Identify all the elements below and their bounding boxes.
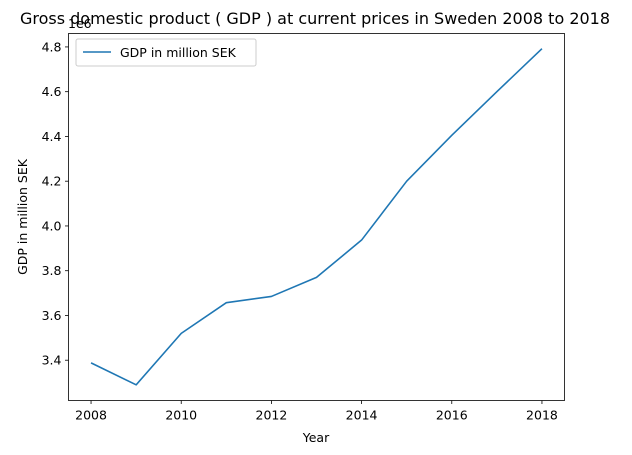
x-tick-label: 2014	[346, 408, 378, 423]
legend-box	[75, 38, 257, 67]
x-tick-label: 2018	[526, 408, 558, 423]
y-tick-label: 4.2	[42, 174, 62, 189]
y-tick-label: 4.6	[42, 84, 62, 99]
y-tick-label: 3.4	[42, 353, 62, 368]
x-axis-ticks: 2008 2010 2012 2014 2016 2018	[75, 400, 558, 423]
y-tick-label: 3.6	[42, 308, 62, 323]
x-tick-label: 2012	[256, 408, 288, 423]
plot-frame	[68, 33, 565, 401]
y-tick-label: 4.8	[42, 39, 62, 54]
y-tick-label: 4.0	[42, 218, 62, 233]
series-layer	[90, 48, 543, 386]
y-offset-label: 1e6	[68, 16, 92, 31]
y-tick-label: 4.4	[42, 129, 62, 144]
series-line	[90, 48, 543, 386]
x-tick-label: 2008	[75, 408, 107, 423]
y-axis-label: GDP in million SEK	[15, 158, 30, 275]
legend: GDP in million SEK	[75, 38, 257, 67]
x-tick-label: 2016	[436, 408, 468, 423]
y-tick-label: 3.8	[42, 263, 62, 278]
chart-title: Gross domestic product ( GDP ) at curren…	[20, 9, 610, 28]
legend-label: GDP in million SEK	[120, 45, 237, 60]
x-tick-label: 2010	[165, 408, 197, 423]
x-axis-label: Year	[302, 430, 330, 445]
y-axis-ticks: 3.4 3.6 3.8 4.0 4.2 4.4 4.6 4.8	[42, 39, 69, 368]
